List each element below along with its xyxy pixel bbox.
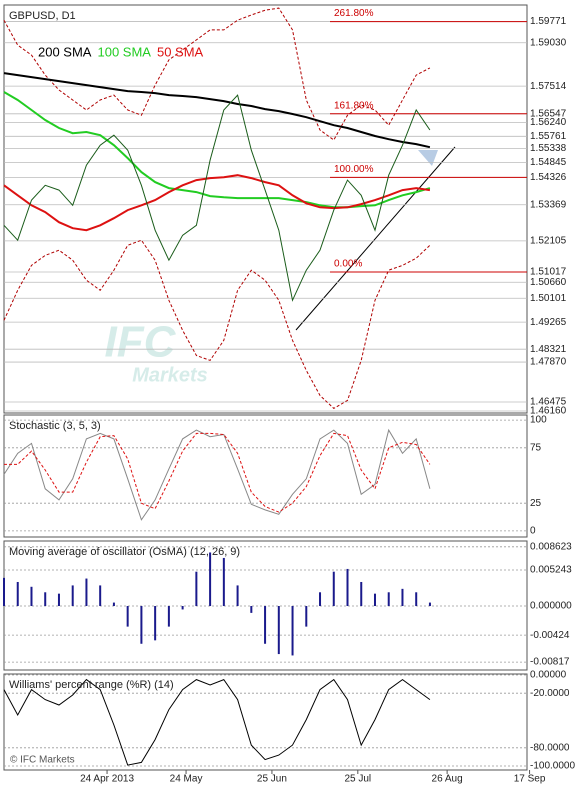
y-tick-label: 1.59771	[530, 16, 567, 27]
y-tick-label: -20.0000	[530, 688, 570, 699]
fib-label: 161.80%	[334, 100, 374, 111]
y-tick-label: 25	[530, 498, 542, 509]
bar	[319, 592, 322, 607]
y-tick-label: 1.47870	[530, 357, 567, 368]
y-tick-label: 0.005243	[530, 565, 572, 576]
bar	[305, 606, 308, 627]
bar	[44, 592, 47, 607]
y-tick-label: 1.57514	[530, 81, 567, 92]
bar	[85, 578, 88, 607]
bar	[264, 606, 267, 644]
bar	[57, 593, 60, 607]
bar	[360, 581, 363, 607]
bar	[112, 602, 115, 607]
y-tick-label: 1.56547	[530, 108, 567, 119]
copyright: © IFC Markets	[10, 755, 75, 766]
watermark: IFC	[105, 318, 177, 367]
x-tick-label: 25 Jul	[344, 774, 371, 785]
bar	[428, 602, 431, 607]
x-tick-label: 24 Apr 2013	[80, 774, 134, 785]
bar	[332, 571, 335, 607]
y-tick-label: 1.49265	[530, 317, 567, 328]
y-tick-label: -0.00424	[530, 630, 570, 641]
y-tick-label: 1.52105	[530, 236, 567, 247]
bar	[346, 568, 349, 607]
bar	[415, 592, 418, 607]
panel-frame	[3, 673, 528, 771]
series-line	[3, 428, 431, 521]
bar	[167, 606, 170, 627]
x-tick-label: 17 Sep	[514, 774, 546, 785]
bar	[250, 606, 253, 613]
bar	[236, 585, 239, 607]
y-tick-label: 1.56240	[530, 117, 567, 128]
y-tick-label: 1.48321	[530, 344, 567, 355]
y-tick-label: 75	[530, 442, 542, 453]
bar	[126, 606, 129, 627]
y-tick-label: 1.46475	[530, 397, 567, 408]
bar	[16, 581, 19, 607]
panel-title: Stochastic (3, 5, 3)	[9, 420, 101, 432]
y-tick-label: 1.51017	[530, 267, 567, 278]
bar	[99, 585, 102, 607]
fib-label: 261.80%	[334, 8, 374, 19]
bar	[181, 606, 184, 610]
y-tick-label: 1.54326	[530, 172, 567, 183]
series-line	[3, 174, 431, 232]
bar	[140, 606, 143, 644]
x-tick-label: 26 Aug	[432, 774, 463, 785]
y-tick-label: 1.50660	[530, 277, 567, 288]
fib-label: 0.00%	[334, 259, 362, 270]
legend-entry: 50 SMA	[157, 44, 204, 59]
x-tick-label: 24 May	[170, 774, 203, 785]
watermark: Markets	[132, 364, 208, 386]
bar	[401, 588, 404, 607]
bar	[30, 586, 33, 607]
legend-entry: 200 SMA	[38, 44, 92, 59]
bar	[373, 593, 376, 607]
series-line	[3, 72, 431, 149]
series-line	[3, 239, 431, 410]
bar	[195, 571, 198, 607]
panel-title: Williams' percent range (%R) (14)	[9, 679, 174, 691]
bar	[209, 552, 212, 607]
y-tick-label: 1.53369	[530, 199, 567, 210]
bar	[71, 585, 74, 607]
bar	[3, 577, 5, 607]
bar	[154, 606, 157, 641]
fib-label: 100.00%	[334, 164, 374, 175]
series-line	[3, 91, 431, 209]
bar	[222, 557, 225, 607]
series-line	[3, 7, 431, 141]
legend-entry: 100 SMA	[97, 44, 151, 59]
y-tick-label: -0.00817	[530, 657, 570, 668]
panel-title: GBPUSD, D1	[9, 10, 76, 22]
series-line	[3, 94, 431, 302]
series-line	[4, 432, 431, 513]
y-tick-label: 0.008623	[530, 541, 572, 552]
x-tick-label: 25 Jun	[257, 774, 287, 785]
y-tick-label: 1.59030	[530, 37, 567, 48]
y-tick-label: 1.50101	[530, 293, 567, 304]
y-tick-label: 0.00000	[530, 670, 567, 681]
y-tick-label: 1.46160	[530, 406, 567, 417]
y-tick-label: 0	[530, 526, 536, 537]
y-tick-label: 0.000000	[530, 601, 572, 612]
arrow	[418, 150, 438, 166]
y-tick-label: -80.0000	[530, 742, 570, 753]
bar	[387, 592, 390, 607]
y-tick-label: 1.55338	[530, 143, 567, 154]
panel-frame	[3, 414, 528, 538]
series-line	[3, 678, 431, 766]
y-tick-label: 1.54845	[530, 157, 567, 168]
panel-title: Moving average of oscillator (OsMA) (12,…	[9, 546, 240, 558]
panel-frame	[3, 4, 528, 414]
bar	[277, 606, 280, 655]
y-tick-label: 1.55761	[530, 131, 567, 142]
y-tick-label: -100.0000	[530, 761, 575, 772]
y-tick-label: 100	[530, 415, 547, 426]
bar	[291, 606, 294, 656]
